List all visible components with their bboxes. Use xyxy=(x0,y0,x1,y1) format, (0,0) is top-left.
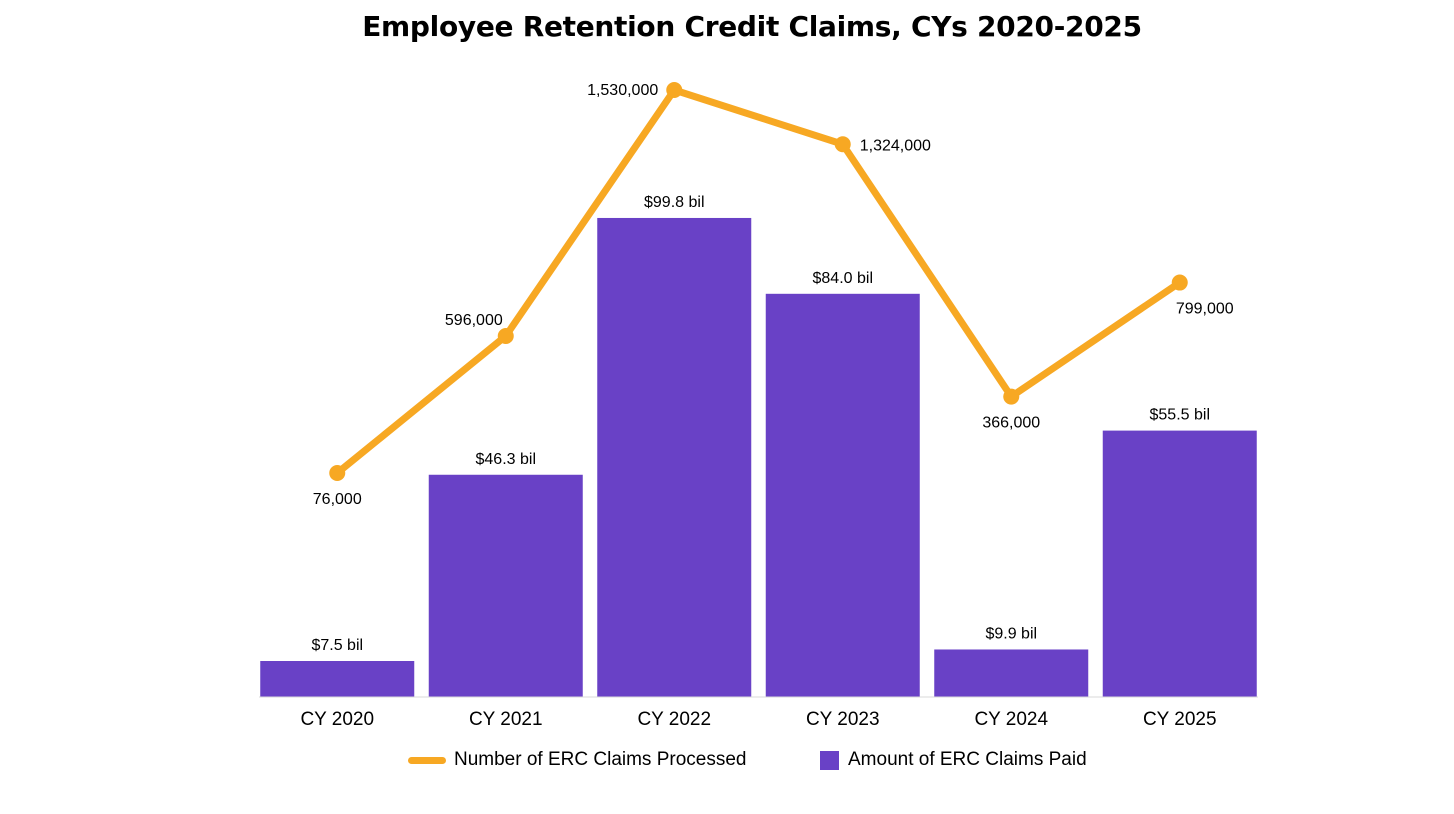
bar-data-label: $46.3 bil xyxy=(476,451,537,468)
line-point xyxy=(1003,388,1020,405)
line-layer xyxy=(329,82,1188,481)
legend-line-swatch xyxy=(408,756,446,764)
bars-layer xyxy=(260,217,1257,697)
bar-data-label: $7.5 bil xyxy=(311,637,363,654)
legend-label-claims-paid: Amount of ERC Claims Paid xyxy=(848,749,1087,770)
bar xyxy=(428,474,583,697)
line-point xyxy=(329,465,346,481)
bar-data-label: $99.8 bil xyxy=(644,194,705,211)
line-data-label: 366,000 xyxy=(982,415,1040,432)
line-data-label: 596,000 xyxy=(445,312,503,329)
bar xyxy=(765,293,920,697)
line-point xyxy=(497,328,514,345)
line-series-claims-processed xyxy=(333,86,1184,477)
legend: Number of ERC Claims Processed Amount of… xyxy=(0,749,1454,777)
bar-labels-layer: $7.5 bil $46.3 bil $99.8 bil $84.0 bil $9.9 … xyxy=(311,194,1210,654)
legend-item-claims-processed: Number of ERC Claims Processed xyxy=(408,749,746,771)
bar-data-label: $84.0 bil xyxy=(813,270,874,287)
x-tick-label: CY 2025 xyxy=(1143,709,1217,730)
line-data-label: 1,530,000 xyxy=(587,82,658,99)
line-point xyxy=(834,136,851,153)
x-axis: CY 2020 CY 2021 CY 2022 CY 2023 CY 2024 CY 20… xyxy=(259,696,1258,730)
bar xyxy=(1102,430,1257,697)
line-point xyxy=(1171,274,1188,291)
line-data-label: 76,000 xyxy=(313,491,362,508)
x-tick-label: CY 2024 xyxy=(974,709,1048,730)
x-tick-label: CY 2023 xyxy=(806,709,880,730)
bar xyxy=(934,649,1089,697)
line-point xyxy=(666,82,683,98)
line-labels-layer: 76,000 596,000 1,530,000 1,324,000 366,000 79… xyxy=(313,82,1234,508)
bar xyxy=(597,217,752,697)
x-tick-label: CY 2022 xyxy=(637,709,711,730)
legend-bar-swatch xyxy=(820,750,839,770)
line-data-label: 799,000 xyxy=(1176,301,1234,318)
legend-label-claims-processed: Number of ERC Claims Processed xyxy=(454,749,747,770)
bar-data-label: $55.5 bil xyxy=(1150,407,1211,424)
x-tick-label: CY 2021 xyxy=(469,709,543,730)
chart-title: Employee Retention Credit Claims, CYs 20… xyxy=(362,10,1142,43)
line-data-label: 1,324,000 xyxy=(860,137,931,154)
x-tick-label: CY 2020 xyxy=(300,709,374,730)
bar xyxy=(260,661,415,697)
bar-data-label: $9.9 bil xyxy=(985,625,1037,642)
legend-item-claims-paid: Amount of ERC Claims Paid xyxy=(820,749,1087,771)
